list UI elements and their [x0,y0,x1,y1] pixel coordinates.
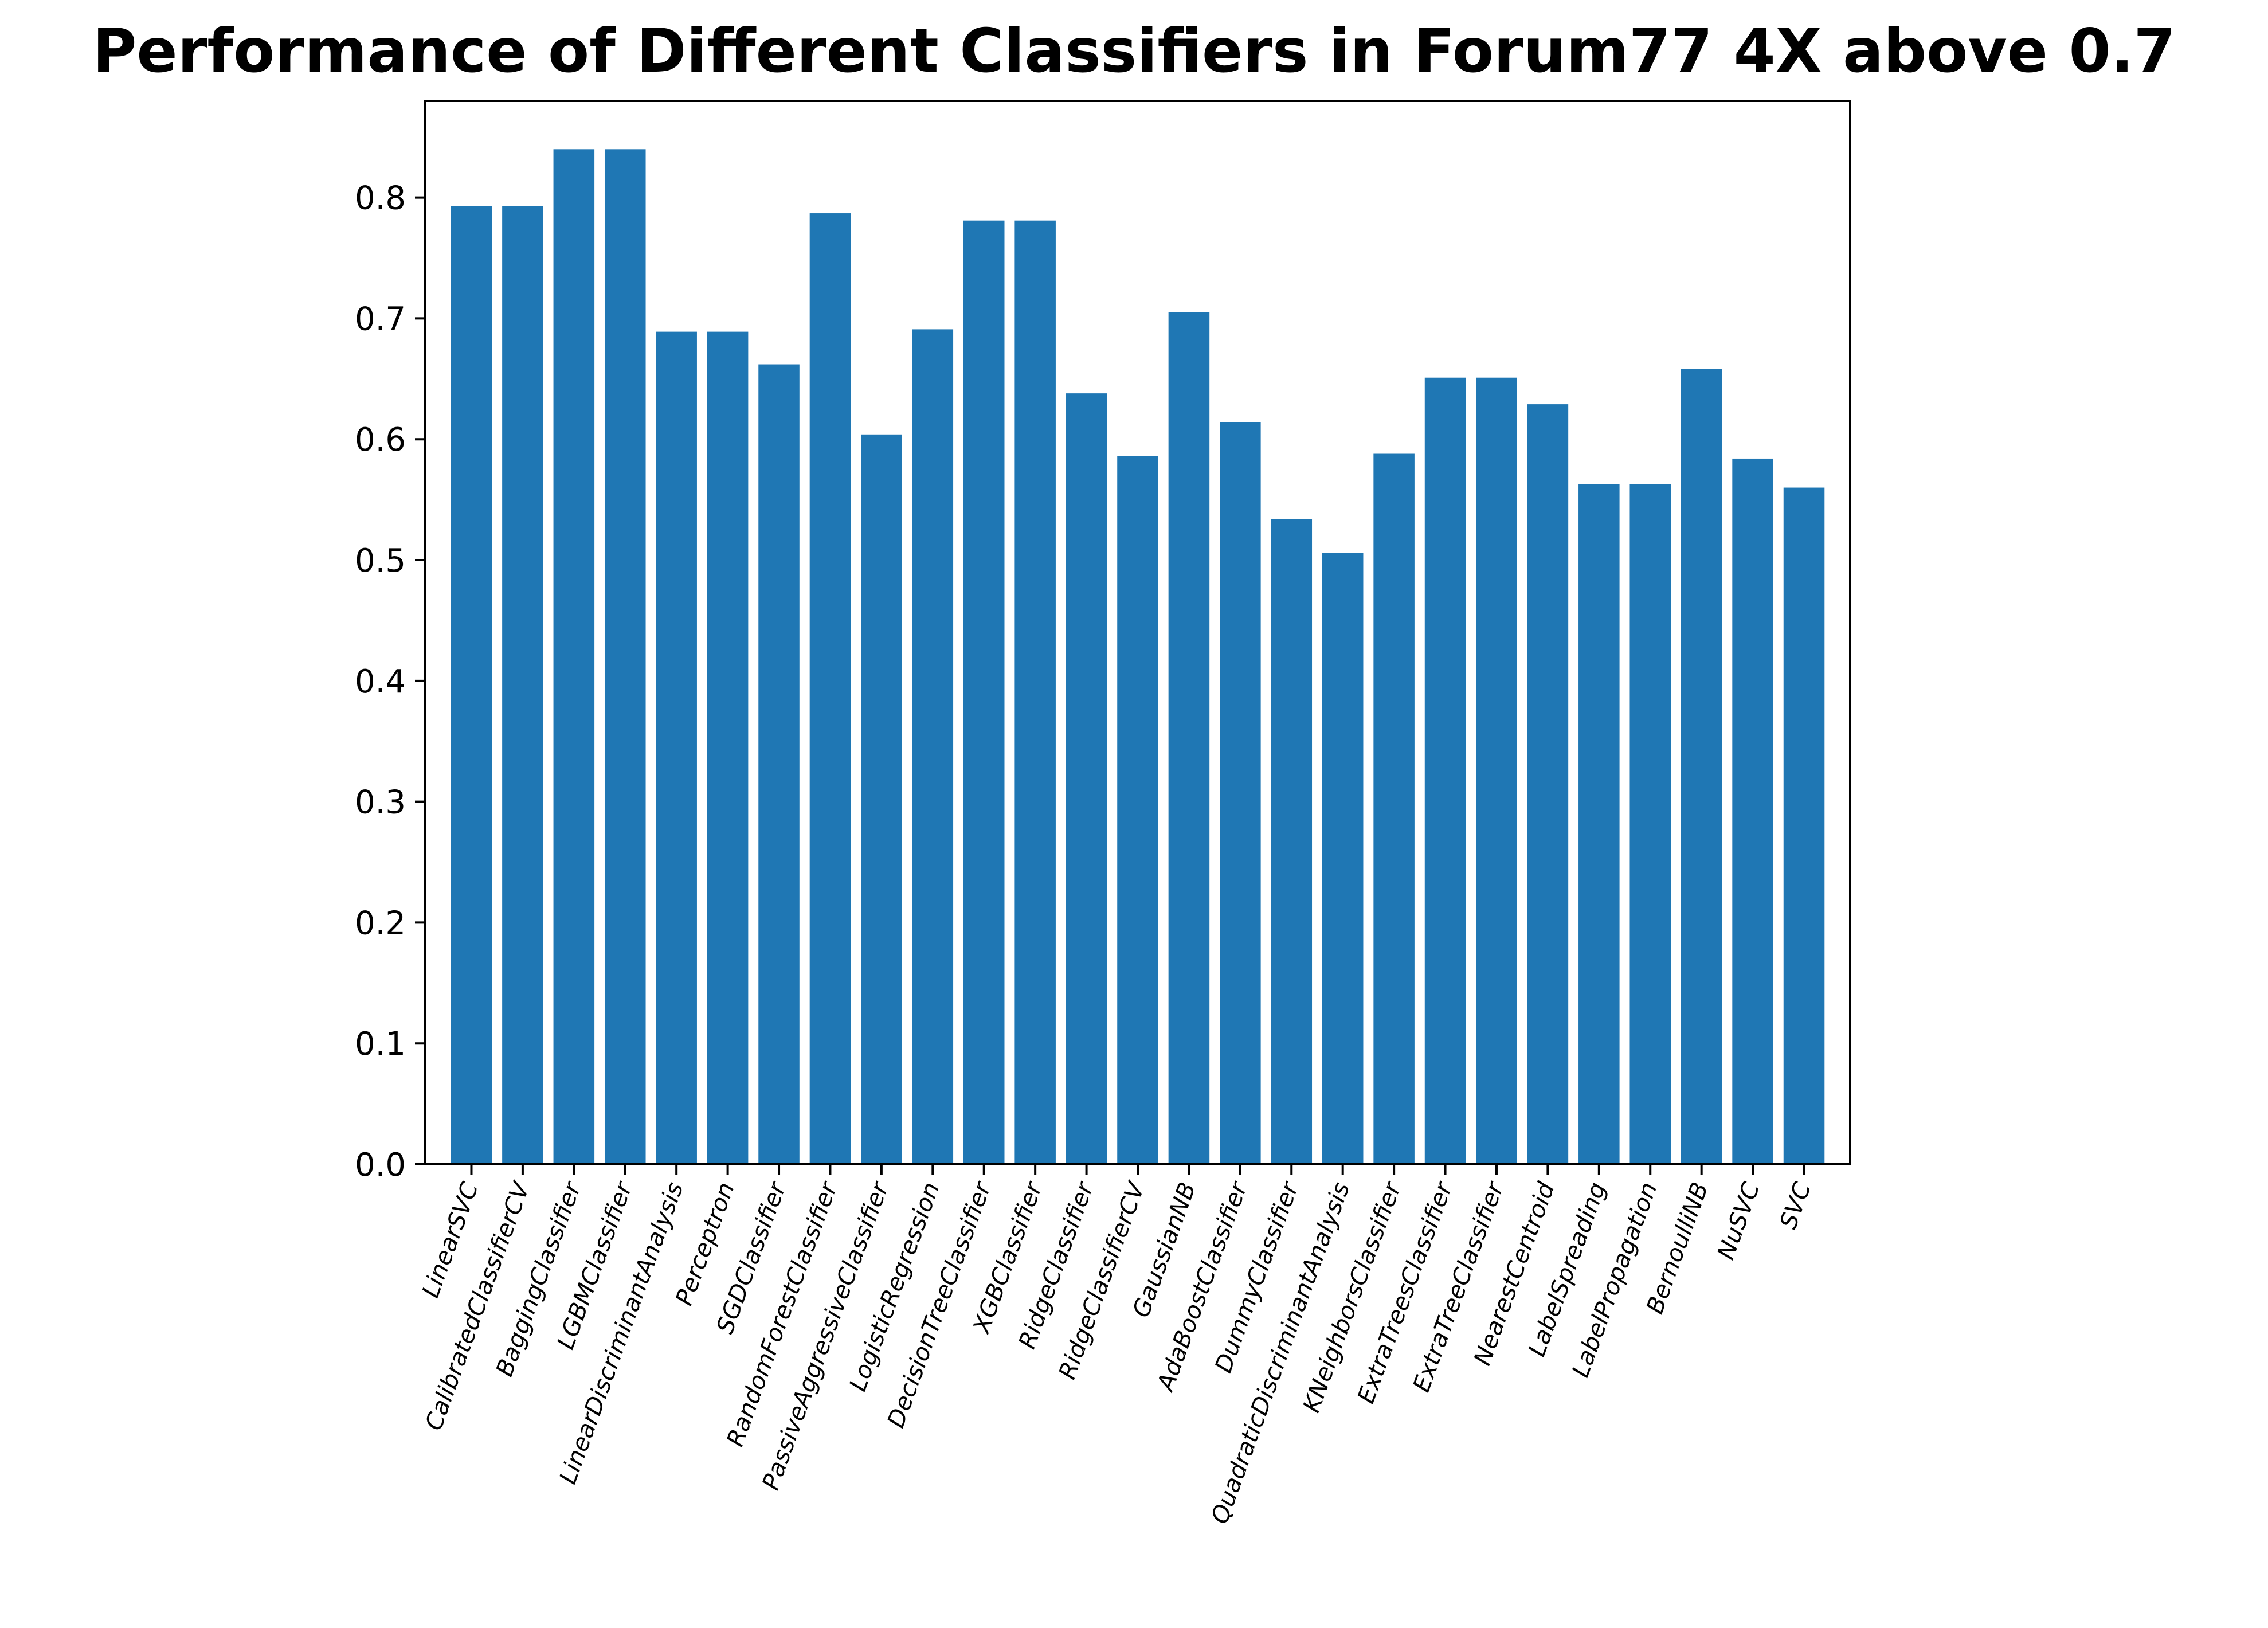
bar-LGBMClassifier [604,149,646,1164]
bar-ExtraTreesClassifier [1424,377,1466,1164]
bar-PassiveAggressiveClassifier [861,434,902,1164]
y-tick-label: 0.8 [355,180,406,217]
y-tick-label: 0.6 [355,421,406,459]
bar-BernoulliNB [1681,369,1722,1164]
bar-SGDClassifier [758,364,800,1164]
bar-CalibratedClassifierCV [502,206,543,1164]
bar-LogisticRegression [912,329,954,1164]
y-tick-label: 0.1 [355,1026,406,1063]
bar-DecisionTreeClassifier [963,220,1005,1165]
bar-QuadraticDiscriminantAnalysis [1322,553,1364,1165]
bar-LinearSVC [451,206,492,1164]
bar-Perceptron [707,331,749,1164]
chart-title: Performance of Different Classifiers in … [92,16,2176,86]
bar-LinearDiscriminantAnalysis [656,331,697,1164]
bar-AdaBoostClassifier [1220,422,1261,1164]
x-axis: LinearSVCCalibratedClassifierCVBaggingCl… [417,1164,1816,1527]
bar-RandomForestClassifier [809,213,851,1164]
y-tick-label: 0.0 [355,1146,406,1184]
x-tick-label: SVC [1775,1179,1817,1232]
bar-ExtraTreeClassifier [1476,377,1517,1164]
bar-NearestCentroid [1527,404,1569,1164]
bar-LabelPropagation [1629,484,1671,1164]
bar-BaggingClassifier [553,149,595,1164]
y-tick-label: 0.2 [355,905,406,942]
bar-SVC [1783,487,1825,1164]
bar-RidgeClassifier [1066,393,1107,1165]
bar-RidgeClassifierCV [1117,456,1158,1164]
y-tick-label: 0.5 [355,542,406,580]
y-axis: 0.0 0.1 0.2 0.3 0.4 0.5 0.6 0.7 0.8 [355,180,425,1184]
bar-NuSVC [1732,458,1773,1165]
bar-KNeighborsClassifier [1373,453,1415,1164]
bar-LabelSpreading [1578,484,1620,1164]
y-tick-label: 0.7 [355,300,406,338]
bar-XGBClassifier [1014,220,1056,1165]
x-tick-label: NuSVC [1712,1179,1765,1263]
y-tick-label: 0.4 [355,663,406,700]
bar-DummyClassifier [1271,519,1313,1164]
bar-GaussianNB [1168,312,1210,1164]
y-tick-label: 0.3 [355,784,406,821]
bars-layer [451,149,1825,1165]
